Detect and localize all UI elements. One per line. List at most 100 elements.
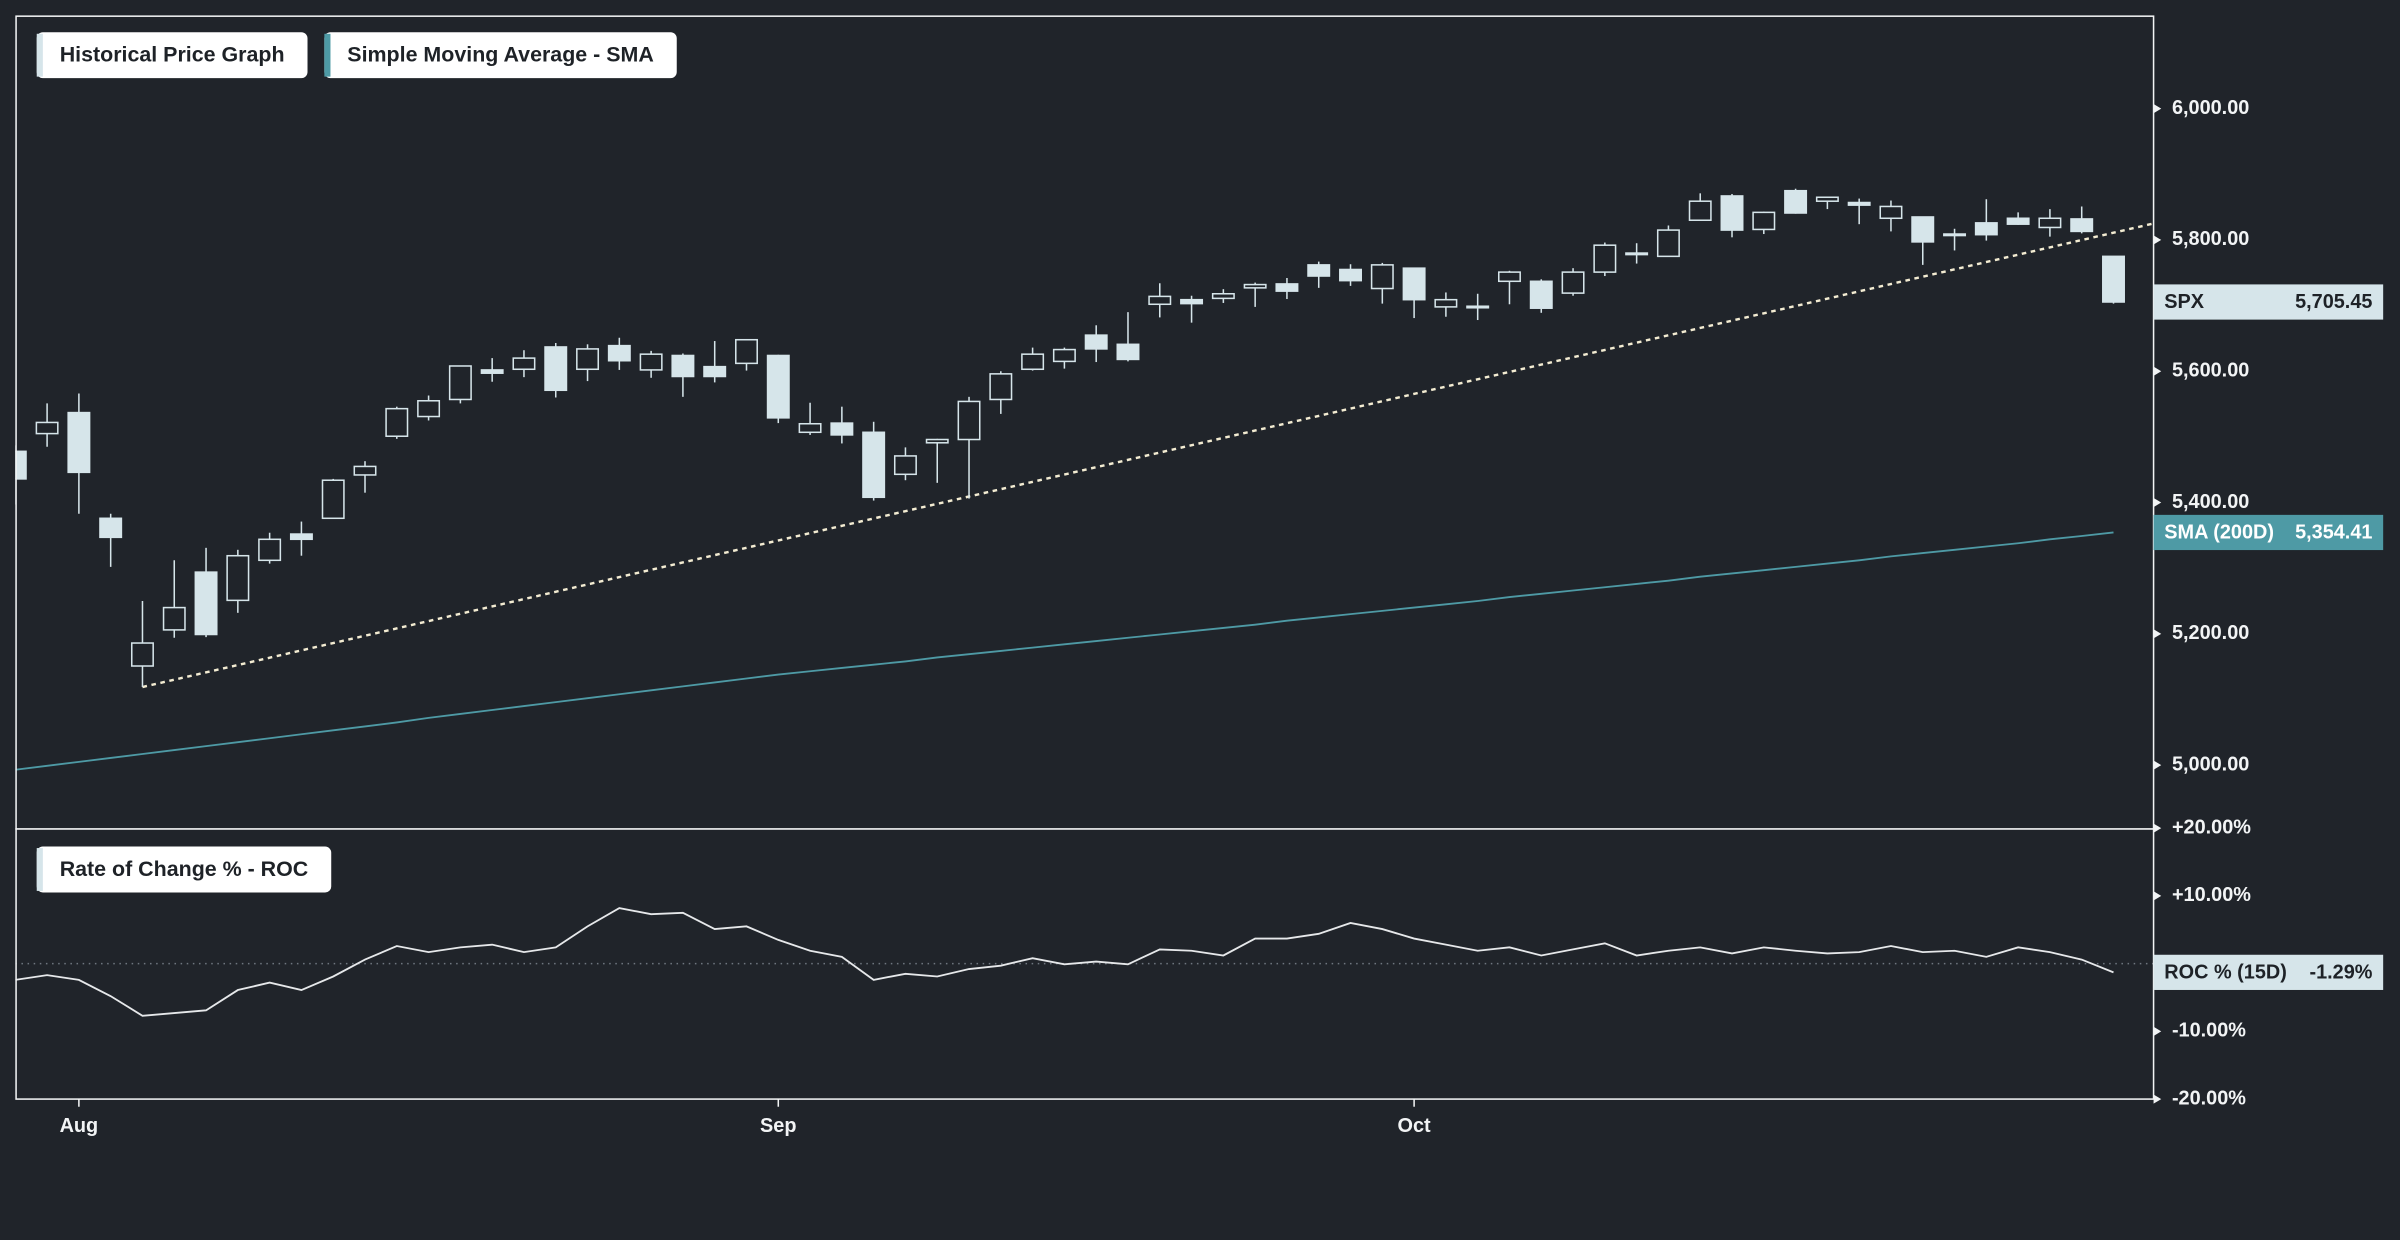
y-tick-label: 5,800.00 — [2172, 228, 2249, 250]
candle-body — [194, 571, 218, 636]
candle-body — [893, 455, 917, 476]
candle-body — [1752, 211, 1776, 231]
y-tick-label: 5,200.00 — [2172, 622, 2249, 644]
candle-body — [862, 431, 886, 499]
candle-body — [1974, 222, 1998, 236]
y-tick-label: -10.00% — [2172, 1020, 2246, 1042]
candle-body — [162, 606, 186, 631]
candle-body — [2038, 217, 2062, 229]
candle-body — [1911, 216, 1935, 243]
candle-body — [1529, 280, 1553, 309]
y-tick-label: 6,000.00 — [2172, 97, 2249, 119]
candle-body — [925, 438, 949, 444]
x-tick-label: Oct — [1398, 1115, 1432, 1137]
candle-body — [2102, 255, 2125, 303]
candle-body — [1688, 200, 1712, 222]
candle-body — [1148, 295, 1172, 306]
y-tick-mark — [2153, 1094, 2162, 1104]
candle-body — [1052, 348, 1076, 363]
y-tick-mark — [2153, 891, 2162, 901]
candle-body — [607, 344, 631, 362]
candle-body — [480, 369, 504, 374]
y-tick-mark — [2153, 823, 2162, 833]
legend-swatch — [324, 33, 331, 77]
candle-body — [448, 365, 472, 401]
y-tick-mark — [2153, 497, 2162, 508]
y-tick-label: 5,400.00 — [2172, 491, 2249, 513]
roc-line — [15, 907, 2114, 1017]
candle-body — [639, 353, 663, 371]
candle-body — [1084, 334, 1108, 350]
candle-body — [321, 479, 345, 520]
y-tick-label: -20.00% — [2172, 1087, 2246, 1109]
candle-body — [417, 400, 441, 418]
sma-line — [15, 531, 2114, 771]
candle-body — [353, 465, 377, 476]
candle-body — [35, 421, 59, 435]
candle-body — [226, 554, 250, 602]
candle-body — [1784, 189, 1808, 214]
y-tick-label: 5,600.00 — [2172, 359, 2249, 381]
flag-value: 5,354.41 — [2295, 521, 2372, 543]
plot-border — [15, 15, 2155, 1100]
legend-button-bg[interactable] — [36, 32, 308, 79]
candle-body — [671, 354, 695, 378]
candle-body — [1593, 244, 1617, 273]
candle-body — [385, 407, 409, 437]
plot-area — [15, 188, 2154, 1017]
candle-body — [830, 422, 854, 436]
candle-body — [1561, 271, 1585, 294]
y-tick-mark — [2153, 366, 2162, 376]
flag-name: SPX — [2164, 291, 2205, 313]
candle-body — [1021, 353, 1045, 371]
flag-value: 5,705.45 — [2295, 291, 2372, 313]
candle-body — [2070, 218, 2094, 233]
y-tick-label: +20.00% — [2172, 816, 2251, 838]
y-tick-mark — [2153, 1026, 2162, 1036]
candle-body — [957, 400, 981, 441]
y-tick-label: +10.00% — [2172, 884, 2251, 906]
candle-body — [1370, 264, 1394, 290]
candle-body — [1847, 201, 1871, 206]
candle-body — [1497, 271, 1521, 283]
candle-body — [735, 338, 758, 365]
candle-body — [1625, 252, 1649, 256]
candle-body — [512, 357, 536, 371]
legend-button[interactable]: Historical Price Graph — [36, 32, 308, 79]
y-tick-mark — [2153, 104, 2162, 114]
flag-name: ROC % (15D) — [2164, 961, 2287, 983]
last-value-flag — [2153, 284, 2384, 320]
legend-swatch — [36, 33, 43, 77]
candle-body — [1243, 283, 1267, 289]
candle-body — [1720, 195, 1744, 231]
candle-body — [1339, 268, 1363, 282]
x-tick-label: Aug — [60, 1115, 99, 1137]
legend-button-bg[interactable] — [324, 32, 677, 79]
candle-body — [576, 348, 600, 371]
last-value-flag — [2153, 954, 2384, 990]
candle-body — [258, 538, 282, 562]
overlay: 5,000.00 5,200.00 5,400.00 5,600.00 5,800.00… — [36, 32, 2384, 1137]
flag-name: SMA (200D) — [2164, 521, 2274, 543]
candle-body — [1815, 196, 1839, 202]
legend-label: Historical Price Graph — [60, 43, 285, 67]
legend-label: Simple Moving Average - SMA — [347, 43, 653, 67]
candle-body — [798, 422, 822, 434]
y-tick-mark — [2153, 760, 2162, 770]
trendline — [142, 222, 2154, 689]
candle-body — [1275, 283, 1299, 292]
legend-button[interactable]: Rate of Change % - ROC — [36, 846, 332, 893]
x-tick-label: Sep — [760, 1115, 796, 1137]
y-tick-label: 5,000.00 — [2172, 753, 2249, 775]
legend-button-bg[interactable] — [36, 846, 332, 893]
legend-button[interactable]: Simple Moving Average - SMA — [324, 32, 677, 79]
candle-body — [99, 517, 123, 539]
y-tick-mark — [2153, 235, 2162, 245]
candle-body — [1402, 267, 1426, 301]
candle-body — [703, 365, 727, 378]
legend-label: Rate of Change % - ROC — [60, 857, 309, 881]
candle-body — [130, 642, 154, 667]
